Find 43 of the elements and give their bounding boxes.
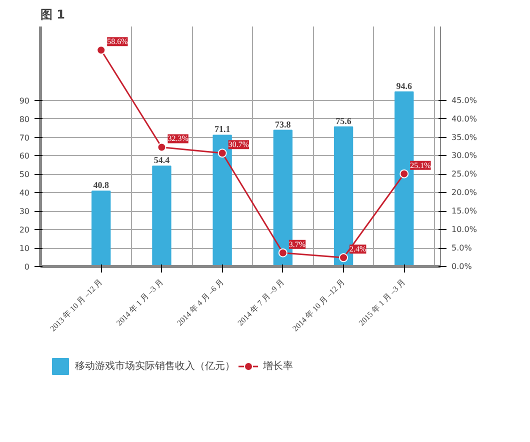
- bar: [152, 166, 172, 267]
- data-label: 94.6: [396, 80, 413, 91]
- y-tick-label: 0: [24, 262, 30, 272]
- y-tick-label: 50: [19, 170, 30, 180]
- y2-tick-label: 30.0%: [452, 151, 478, 160]
- data-label: 30.7%: [228, 140, 250, 150]
- y-tick-label: 60: [19, 152, 30, 161]
- y-tick-label: 20: [19, 226, 30, 235]
- data-label: 25.1%: [410, 160, 432, 170]
- point: [96, 46, 106, 55]
- y2-tick-label: 15.0%: [452, 206, 478, 216]
- legend-label: 增长率: [263, 360, 293, 373]
- data-label: 54.4: [154, 155, 170, 166]
- data-label: 71.1: [214, 124, 231, 134]
- point: [400, 169, 409, 178]
- y2-tick-label: 5.0%: [452, 244, 472, 253]
- data-label: 75.6: [336, 116, 352, 126]
- data-label: 3.7%: [288, 240, 306, 249]
- y2-tick-label: 10.0%: [452, 225, 478, 234]
- y-tick-label: 30: [19, 207, 30, 216]
- data-label: 58.6%: [107, 37, 128, 46]
- point: [339, 253, 348, 262]
- data-label: 73.8: [275, 119, 292, 130]
- data-label: 40.8: [93, 180, 110, 190]
- y-tick-label: 10: [19, 244, 30, 254]
- data-label: 32.3%: [168, 134, 189, 144]
- point: [218, 148, 227, 158]
- y2-tick-label: 40.0%: [452, 114, 478, 124]
- y-tick-label: 90: [19, 96, 30, 106]
- chart-title: 图 1: [40, 8, 66, 22]
- y-tick-label: 80: [19, 114, 30, 124]
- legend-label: 移动游戏市场实际销售收入（亿元）: [75, 360, 235, 373]
- y2-tick-label: 35.0%: [452, 132, 478, 142]
- y2-tick-label: 45.0%: [452, 96, 478, 105]
- y2-tick-label: 25.0%: [452, 170, 478, 179]
- bar: [92, 190, 111, 267]
- y-tick-label: 70: [19, 133, 30, 142]
- data-label: 2.4%: [350, 244, 367, 254]
- y2-tick-label: 0.0%: [452, 262, 472, 271]
- point: [157, 142, 166, 152]
- point: [278, 248, 288, 258]
- y-tick-label: 40: [19, 188, 30, 198]
- y2-tick-label: 20.0%: [452, 188, 478, 198]
